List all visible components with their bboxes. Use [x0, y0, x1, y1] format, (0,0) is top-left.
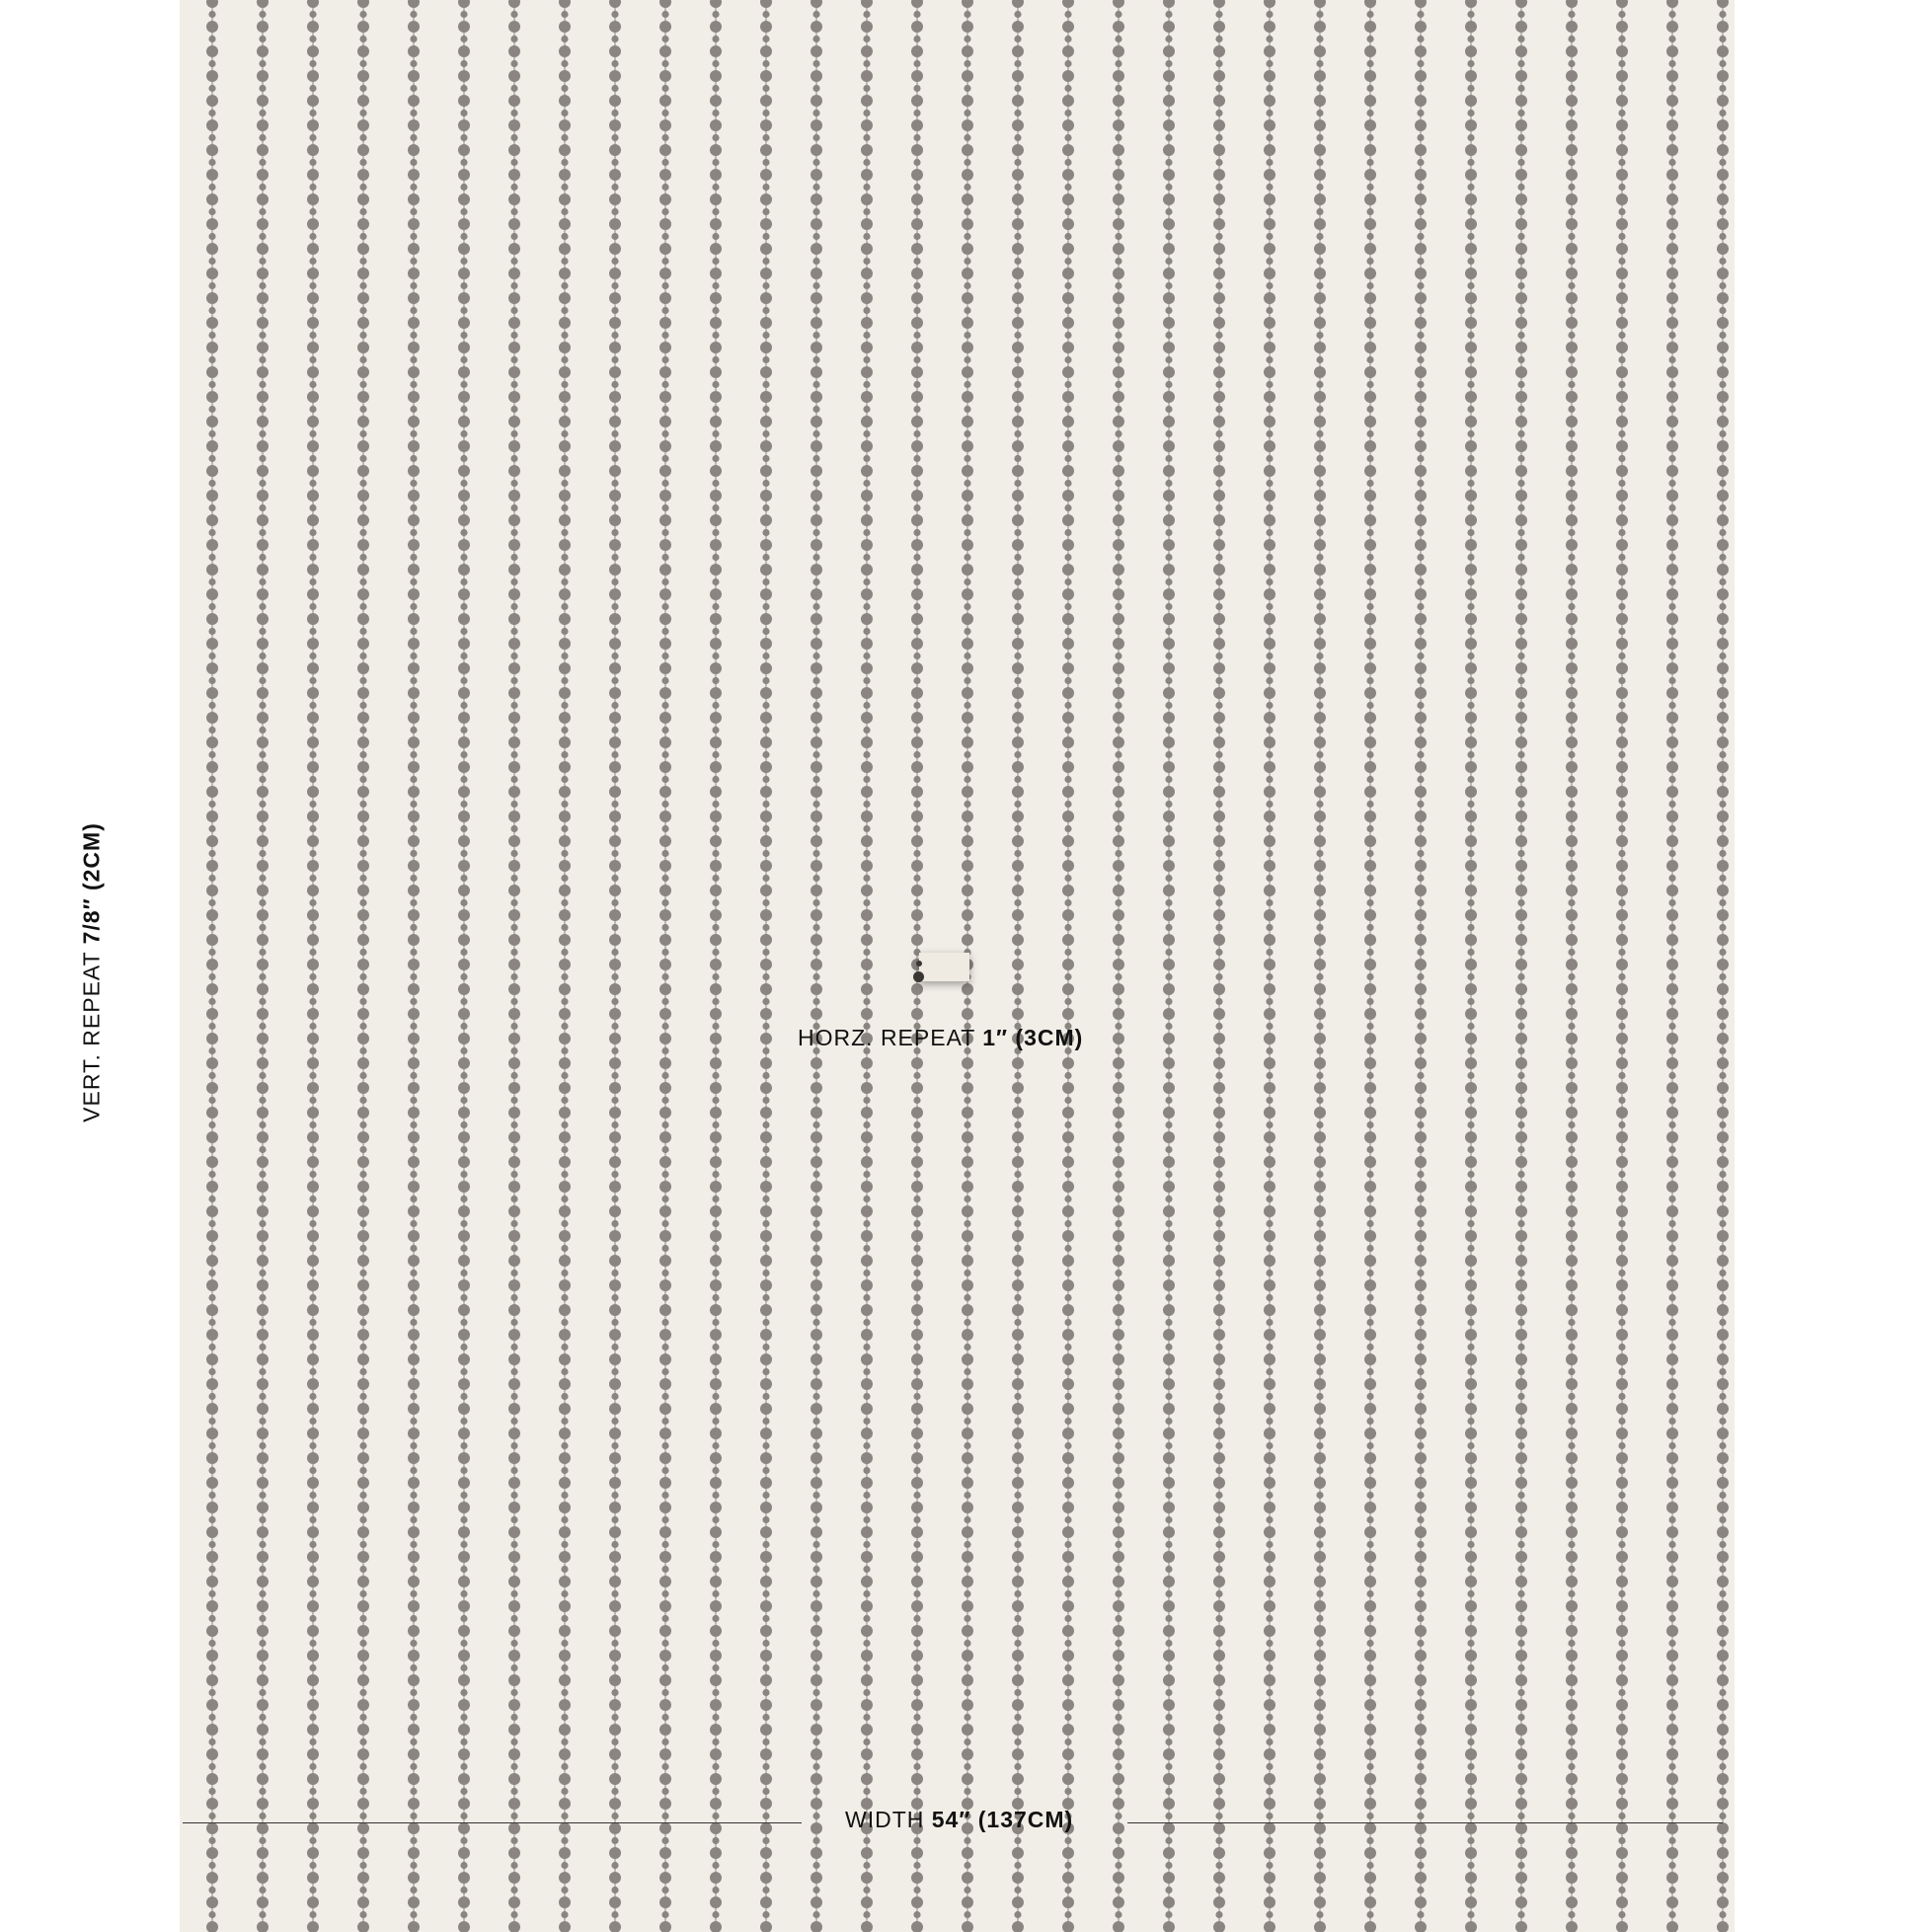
- width-label: WIDTH 54″ (137CM): [845, 1807, 1074, 1832]
- repeat-swatch-thumbnail: [913, 953, 969, 982]
- width-dimension-line-right: [1127, 1822, 1723, 1823]
- vertical-repeat-label: VERT. REPEAT 7/8″ (2CM): [78, 822, 105, 1122]
- horizontal-repeat-label: HORZ. REPEAT 1″ (3CM): [798, 1025, 1084, 1050]
- width-dimension-line-left: [183, 1822, 802, 1823]
